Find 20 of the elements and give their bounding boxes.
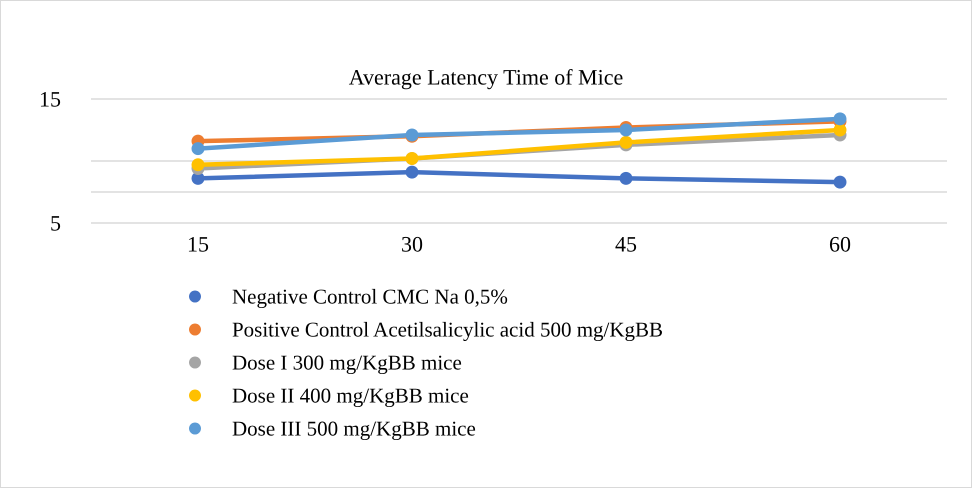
point [192, 158, 204, 172]
legend-label: Dose I 300 mg/KgBB mice [232, 350, 462, 374]
point [620, 124, 632, 136]
point [620, 136, 632, 149]
legend-label: Positive Control Acetilsalicylic acid 500 mg/KgBB [232, 318, 664, 342]
y-tick-label: 5 [50, 210, 61, 236]
point [834, 176, 846, 189]
x-tick-label: 30 [401, 232, 423, 256]
point [620, 172, 632, 185]
x-tick-label: 60 [829, 232, 851, 256]
x-tick-label: 45 [615, 232, 637, 256]
point [406, 166, 418, 179]
x-tick-label: 15 [187, 232, 209, 256]
point [192, 142, 204, 156]
legend-label: Dose III 500 mg/KgBB mice [232, 416, 476, 440]
point [834, 112, 846, 126]
chart-title: Average Latency Time of Mice [348, 64, 624, 90]
legend-label: Dose II 400 mg/KgBB mice [232, 384, 469, 408]
point [834, 124, 846, 136]
legend-label: Negative Control CMC Na 0,5% [232, 284, 508, 308]
